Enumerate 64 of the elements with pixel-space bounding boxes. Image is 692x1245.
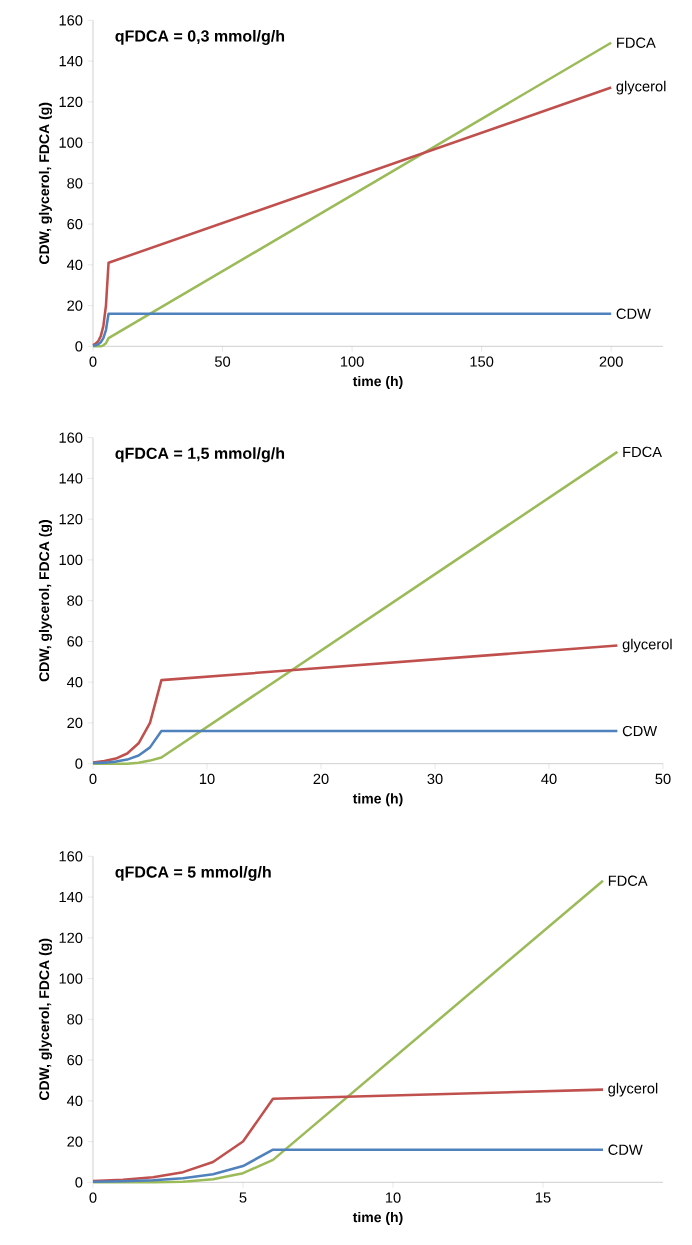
x-tick-label: 200 — [599, 356, 623, 367]
series-label: CDW — [608, 1144, 643, 1155]
x-tick-label: 50 — [655, 773, 671, 785]
series-label: CDW — [616, 308, 651, 319]
y-axis-title: CDW, glycerol, FDCA (g) — [38, 102, 52, 265]
x-axis-title: time (h) — [352, 1211, 403, 1225]
x-tick-label: 10 — [199, 773, 215, 785]
y-tick-label: 0 — [75, 1177, 83, 1188]
y-tick-label: 160 — [59, 432, 83, 443]
y-tick-label: 20 — [67, 300, 83, 311]
series-label: glycerol — [616, 80, 666, 95]
y-tick-label: 40 — [66, 676, 83, 688]
y-tick-label: 40 — [66, 259, 83, 271]
x-tick-label: 0 — [89, 1192, 97, 1203]
x-tick-label: 20 — [313, 773, 329, 785]
y-tick-label: 100 — [59, 137, 83, 148]
y-tick-label: 140 — [59, 55, 83, 67]
line-series — [91, 312, 613, 347]
y-tick-label: 140 — [59, 891, 83, 903]
series-label: FDCA — [623, 446, 662, 458]
x-tick-label: 15 — [535, 1192, 551, 1203]
y-tick-label: 120 — [59, 96, 83, 108]
x-tick-label: 10 — [385, 1192, 401, 1203]
line-series — [91, 729, 619, 765]
text: qFDCA = 1,5 mmol/g/h — [115, 447, 285, 463]
series-label: FDCA — [608, 875, 648, 886]
series-label: CDW — [622, 725, 658, 737]
x-tick-label: 150 — [470, 356, 494, 367]
y-tick-label: 60 — [67, 1054, 83, 1066]
y-tick-label: 80 — [67, 1014, 83, 1025]
y-tick-label: 40 — [66, 1095, 83, 1107]
x-axis-title: time (h) — [352, 793, 403, 807]
y-tick-label: 120 — [59, 932, 83, 944]
x-tick-label: 0 — [89, 773, 97, 785]
y-tick-label: 0 — [75, 341, 83, 352]
x-tick-label: 30 — [427, 773, 443, 785]
text: qFDCA = 0,3 mmol/g/h — [115, 29, 285, 45]
y-tick-label: 120 — [59, 513, 83, 525]
y-tick-label: 100 — [59, 973, 83, 984]
y-tick-label: 100 — [59, 554, 83, 566]
y-tick-label: 160 — [59, 851, 83, 862]
y-tick-label: 20 — [67, 717, 83, 729]
y-axis-title: CDW, glycerol, FDCA (g) — [38, 938, 52, 1101]
series-label: FDCA — [617, 37, 656, 48]
series-label: glycerol — [608, 1082, 658, 1097]
x-axis-title: time (h) — [352, 375, 403, 389]
x-tick-label: 40 — [541, 773, 557, 785]
x-tick-label: 50 — [214, 356, 231, 367]
series-label: glycerol — [622, 638, 672, 653]
y-tick-label: 60 — [67, 636, 83, 647]
x-tick-label: 5 — [239, 1192, 247, 1203]
y-tick-label: 20 — [67, 1136, 83, 1147]
y-tick-label: 80 — [67, 178, 83, 189]
text: qFDCA = 5 mmol/g/h — [115, 865, 271, 881]
line-series — [91, 1148, 605, 1183]
x-tick-label: 0 — [89, 356, 97, 367]
y-tick-label: 0 — [75, 758, 83, 769]
y-tick-label: 160 — [59, 15, 83, 26]
y-tick-label: 60 — [67, 218, 83, 230]
y-tick-label: 140 — [59, 473, 83, 484]
x-tick-label: 100 — [340, 356, 364, 367]
line-series — [91, 644, 619, 764]
y-axis-title: CDW, glycerol, FDCA (g) — [38, 520, 52, 682]
y-tick-label: 80 — [67, 595, 83, 606]
